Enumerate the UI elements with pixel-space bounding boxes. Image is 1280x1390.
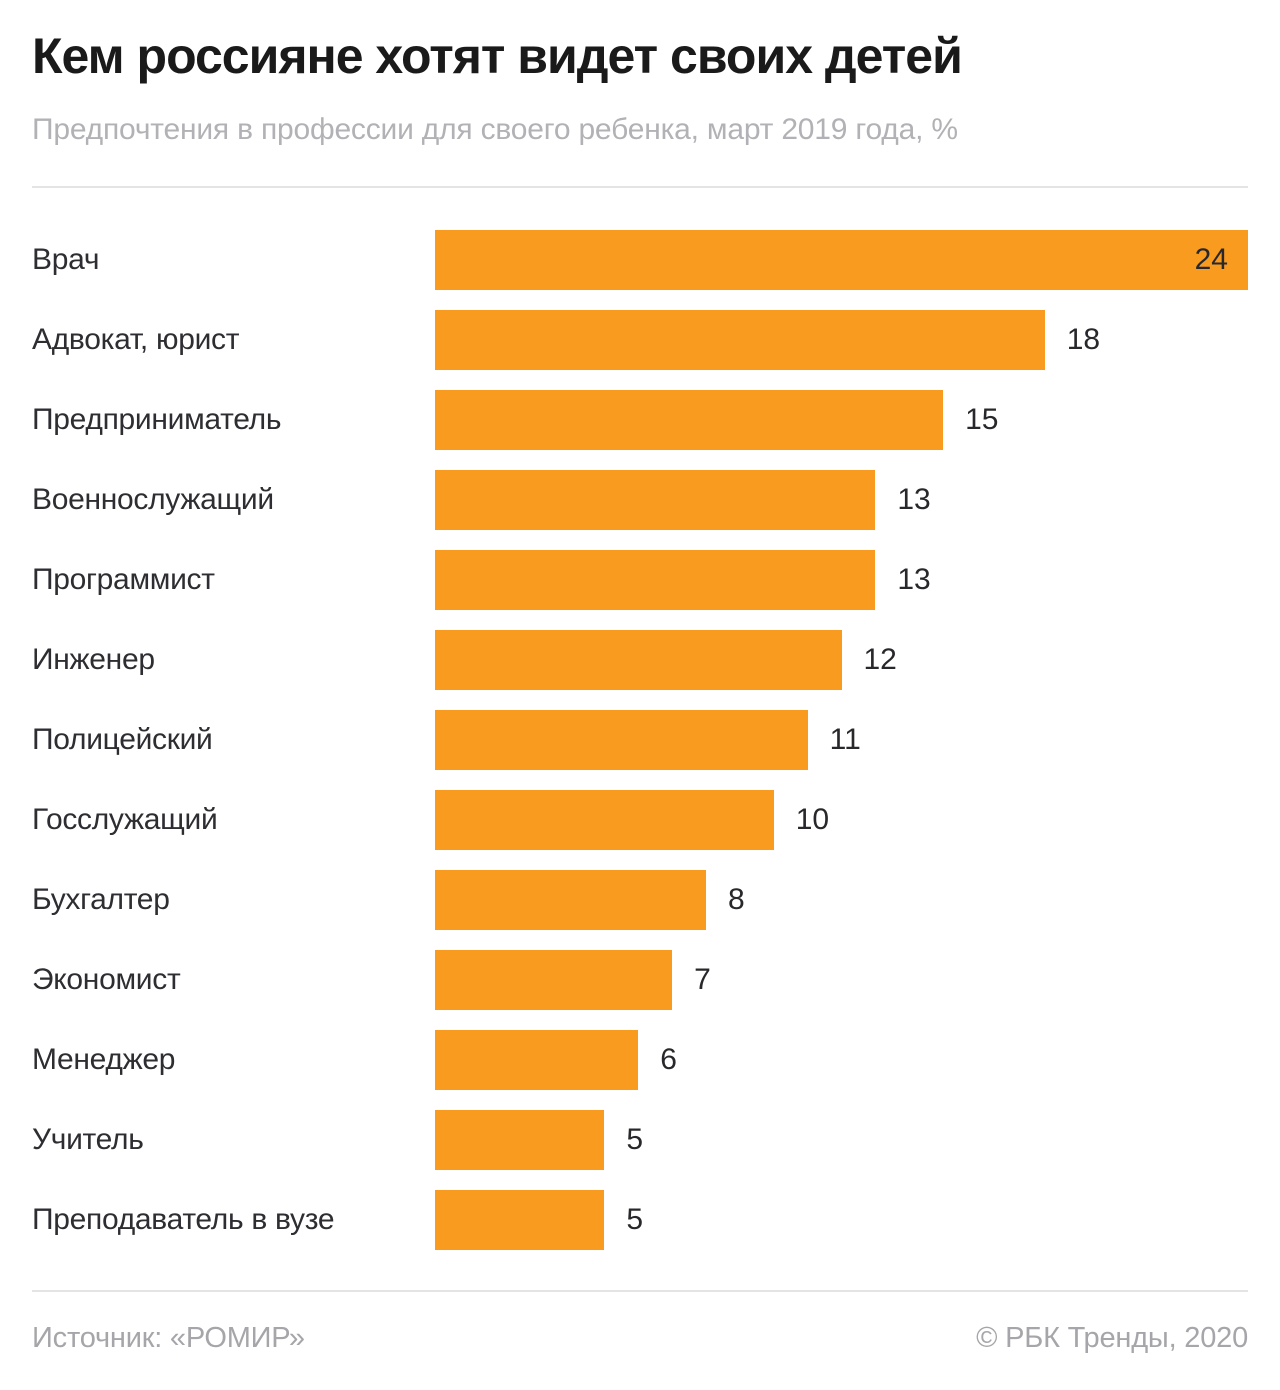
footer: Источник: «РОМИР» © РБК Тренды, 2020 (32, 1322, 1248, 1355)
bar (435, 1109, 605, 1170)
bar-row: Врач 24 (32, 229, 1248, 290)
bar (435, 469, 876, 530)
bar-track: 12 (435, 629, 1248, 690)
footer-divider (32, 1289, 1248, 1292)
bar-track: 13 (435, 469, 1248, 530)
bar-row: Преподаватель в вузе 5 (32, 1189, 1248, 1250)
bar (435, 869, 706, 930)
bar-track: 7 (435, 949, 1248, 1010)
page-title: Кем россияне хотят видет своих детей (32, 28, 963, 84)
page-subtitle: Предпочтения в профессии для своего ребе… (32, 112, 958, 146)
source-note: Источник: «РОМИР» (32, 1321, 305, 1354)
bar-track: 8 (435, 869, 1248, 930)
value-label: 18 (1066, 322, 1101, 356)
header-divider (32, 185, 1248, 188)
category-label: Военнослужащий (32, 482, 274, 516)
bar-row: Военнослужащий 13 (32, 469, 1248, 530)
category-label: Адвокат, юрист (32, 322, 240, 356)
bar-track: 18 (435, 309, 1248, 370)
category-label: Преподаватель в вузе (32, 1202, 335, 1236)
bar-row: Госслужащий 10 (32, 789, 1248, 850)
bar-track: 5 (435, 1109, 1248, 1170)
bar-row: Экономист 7 (32, 949, 1248, 1010)
bar (435, 1189, 605, 1250)
bar-chart: Врач 24 Адвокат, юрист 18 Предприниматель 15 В… (32, 229, 1248, 1250)
bar-track: 11 (435, 709, 1248, 770)
value-label: 10 (795, 802, 830, 836)
bar-track: 13 (435, 549, 1248, 610)
bar-row: Программист 13 (32, 549, 1248, 610)
bar-track: 10 (435, 789, 1248, 850)
value-label: 12 (863, 642, 897, 676)
category-label: Экономист (32, 962, 181, 996)
bar (435, 1029, 639, 1090)
category-label: Менеджер (32, 1042, 176, 1076)
category-label: Врач (32, 242, 100, 276)
value-label: 7 (694, 962, 711, 996)
bar-track: 6 (435, 1029, 1248, 1090)
value-label: 11 (829, 722, 861, 756)
bar (435, 789, 774, 850)
bar-track: 5 (435, 1189, 1248, 1250)
copyright-note: © РБК Тренды, 2020 (976, 1321, 1248, 1354)
bar (435, 709, 808, 770)
bar-row: Предприниматель 15 (32, 389, 1248, 450)
category-label: Учитель (32, 1122, 144, 1156)
bar (435, 549, 876, 610)
bar-row: Инженер 12 (32, 629, 1248, 690)
bar-track: 15 (435, 389, 1248, 450)
bar (435, 309, 1045, 370)
value-label: 13 (897, 562, 931, 596)
value-label: 13 (897, 482, 931, 516)
bar (435, 949, 673, 1010)
bar (435, 629, 842, 690)
category-label: Предприниматель (32, 402, 282, 436)
category-label: Бухгалтер (32, 882, 170, 916)
bar-row: Менеджер 6 (32, 1029, 1248, 1090)
bar (435, 389, 944, 450)
value-label: 6 (660, 1042, 677, 1076)
value-label: 15 (965, 402, 999, 436)
category-label: Полицейский (32, 722, 213, 756)
bar-row: Бухгалтер 8 (32, 869, 1248, 930)
category-label: Программист (32, 562, 215, 596)
value-label: 8 (727, 882, 745, 916)
bar-track: 24 (435, 229, 1248, 290)
bar-row: Полицейский 11 (32, 709, 1248, 770)
value-label: 5 (626, 1202, 644, 1236)
value-label: 5 (626, 1122, 644, 1156)
value-label: 24 (1194, 242, 1228, 276)
category-label: Инженер (32, 642, 155, 676)
bar-row: Адвокат, юрист 18 (32, 309, 1248, 370)
bar-row: Учитель 5 (32, 1109, 1248, 1170)
category-label: Госслужащий (32, 802, 218, 836)
bar: 24 (435, 229, 1248, 290)
